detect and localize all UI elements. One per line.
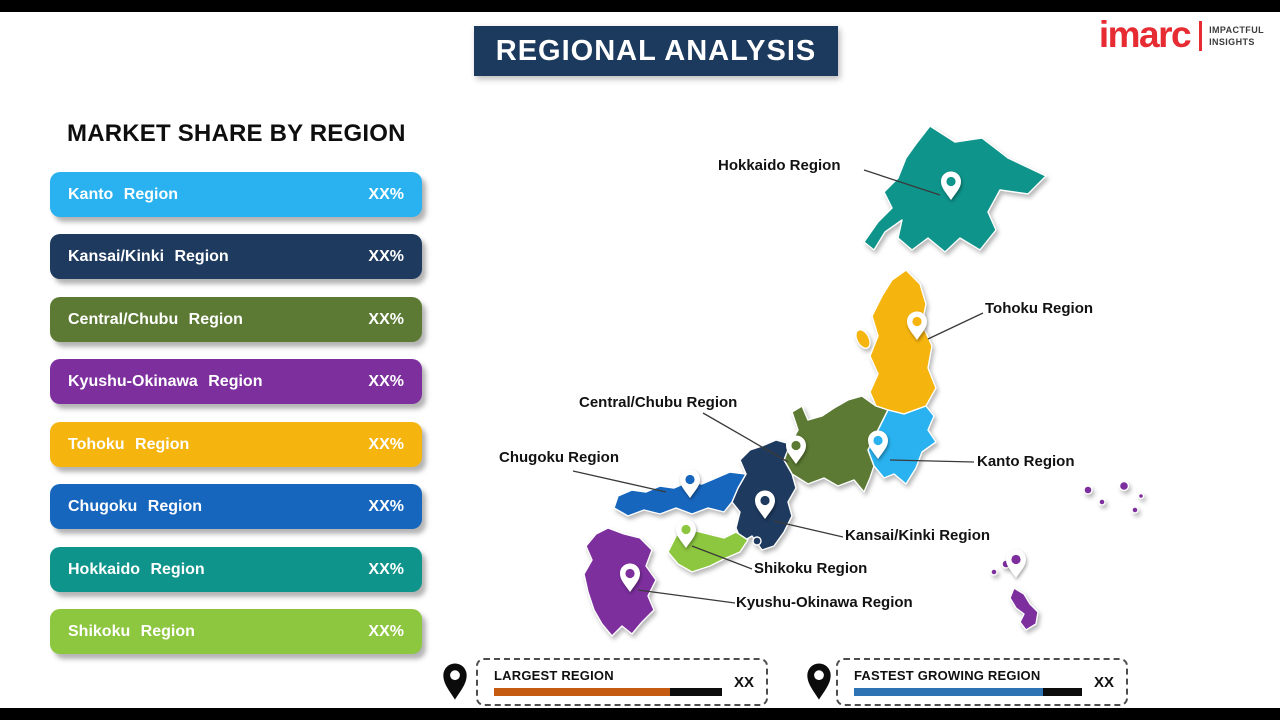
share-bar-label: Kansai/Kinki Region bbox=[68, 247, 229, 265]
share-bar-label: Hokkaido Region bbox=[68, 560, 205, 578]
chugoku-pin-icon bbox=[680, 469, 700, 498]
fastest-growing-region-bar-main bbox=[854, 688, 1044, 696]
central-chubu-pin-icon bbox=[786, 435, 806, 464]
share-bar-value: XX% bbox=[368, 497, 404, 515]
market-share-heading: MARKET SHARE BY REGION bbox=[67, 120, 406, 147]
leader-line-tohoku bbox=[927, 312, 984, 340]
share-bar-hokkaido: Hokkaido Region XX% bbox=[50, 547, 422, 592]
fastest-growing-region-legend: FASTEST GROWING REGION XX bbox=[836, 658, 1128, 706]
largest-region-label: LARGEST REGION bbox=[494, 668, 614, 683]
share-bar-value: XX% bbox=[368, 435, 404, 453]
okinawa-pin-icon bbox=[1006, 549, 1026, 578]
share-bar-value: XX% bbox=[368, 310, 404, 328]
share-bar-value: XX% bbox=[368, 622, 404, 640]
share-bar-label: Chugoku Region bbox=[68, 497, 202, 515]
map-label-shikoku: Shikoku Region bbox=[754, 560, 868, 577]
share-bar-tohoku: Tohoku Region XX% bbox=[50, 422, 422, 467]
leader-line-kansai-kinki bbox=[773, 520, 844, 538]
hokkaido-pin-icon bbox=[941, 171, 961, 200]
map-label-kanto: Kanto Region bbox=[977, 453, 1075, 470]
kanto-pin-icon bbox=[868, 430, 888, 459]
fastest-growing-region-bar bbox=[854, 688, 1082, 696]
imarc-logo: imarc IMPACTFUL INSIGHTS bbox=[1098, 14, 1264, 55]
map-island-awaji bbox=[752, 536, 762, 546]
page-title: REGIONAL ANALYSIS bbox=[495, 34, 817, 67]
map-label-tohoku: Tohoku Region bbox=[985, 300, 1094, 317]
logo-tagline-line1: IMPACTFUL bbox=[1209, 25, 1264, 35]
largest-region-pin-icon bbox=[443, 663, 467, 700]
logo-tagline: IMPACTFUL INSIGHTS bbox=[1209, 24, 1264, 48]
kansai-kinki-pin-icon bbox=[755, 490, 775, 519]
map-region-tohoku bbox=[869, 269, 937, 415]
leader-line-kanto bbox=[889, 459, 975, 463]
imarc-brand-text: imarc bbox=[1098, 14, 1192, 55]
map-label-chugoku: Chugoku Region bbox=[499, 449, 619, 466]
map-region-chugoku bbox=[613, 471, 747, 517]
fastest-growing-region-bar-tail bbox=[1043, 688, 1082, 696]
fastest-growing-region-value: XX bbox=[1093, 673, 1114, 691]
map-region-kanto bbox=[867, 405, 937, 485]
leader-line-hokkaido bbox=[863, 169, 941, 196]
share-bar-value: XX% bbox=[368, 185, 404, 203]
largest-region-bar bbox=[494, 688, 722, 696]
share-bar-shikoku: Shikoku Region XX% bbox=[50, 609, 422, 654]
share-bar-chugoku: Chugoku Region XX% bbox=[50, 484, 422, 529]
largest-region-value: XX bbox=[733, 673, 754, 691]
bottom-black-strip bbox=[0, 708, 1280, 720]
share-bar-kansai-kinki: Kansai/Kinki Region XX% bbox=[50, 234, 422, 279]
map-pins bbox=[620, 171, 1026, 592]
share-bar-central-chubu: Central/Chubu Region XX% bbox=[50, 297, 422, 342]
leader-line-shikoku bbox=[691, 545, 753, 570]
largest-region-bar-tail bbox=[669, 688, 722, 696]
tohoku-pin-icon bbox=[907, 311, 927, 340]
share-bar-value: XX% bbox=[368, 372, 404, 390]
page-title-box: REGIONAL ANALYSIS bbox=[474, 26, 838, 76]
logo-divider bbox=[1199, 21, 1203, 51]
shikoku-pin-icon bbox=[676, 519, 696, 548]
leader-line-kyushu-okinawa bbox=[637, 589, 736, 604]
map-leader-lines bbox=[572, 169, 984, 604]
largest-region-legend: LARGEST REGION XX bbox=[476, 658, 768, 706]
map-region-kyushu bbox=[583, 527, 657, 637]
leader-line-central-chubu bbox=[702, 412, 789, 463]
share-bar-label: Tohoku Region bbox=[68, 435, 190, 453]
kyushu-pin-icon bbox=[620, 563, 640, 592]
fastest-growing-region-pin-icon bbox=[807, 663, 831, 700]
share-bar-kanto: Kanto Region XX% bbox=[50, 172, 422, 217]
share-bar-label: Kanto Region bbox=[68, 185, 178, 203]
top-black-strip bbox=[0, 0, 1280, 12]
share-bar-label: Shikoku Region bbox=[68, 622, 195, 640]
leader-line-chugoku bbox=[572, 470, 667, 493]
share-bar-value: XX% bbox=[368, 247, 404, 265]
share-bar-label: Central/Chubu Region bbox=[68, 310, 243, 328]
largest-region-bar-main bbox=[494, 688, 670, 696]
map-label-hokkaido: Hokkaido Region bbox=[718, 157, 841, 174]
share-bar-kyushu-okinawa: Kyushu-Okinawa Region XX% bbox=[50, 359, 422, 404]
map-label-kyushu-okinawa: Kyushu-Okinawa Region bbox=[736, 594, 913, 611]
map-label-kansai-kinki: Kansai/Kinki Region bbox=[845, 527, 991, 544]
fastest-growing-region-label: FASTEST GROWING REGION bbox=[854, 668, 1041, 683]
logo-tagline-line2: INSIGHTS bbox=[1209, 37, 1255, 48]
japan-map bbox=[572, 125, 1145, 637]
share-bar-label: Kyushu-Okinawa Region bbox=[68, 372, 263, 390]
map-island-sado bbox=[855, 329, 871, 349]
map-label-central-chubu: Central/Chubu Region bbox=[579, 394, 738, 411]
map-region-okinawa-islands bbox=[990, 480, 1145, 631]
share-bar-value: XX% bbox=[368, 560, 404, 578]
